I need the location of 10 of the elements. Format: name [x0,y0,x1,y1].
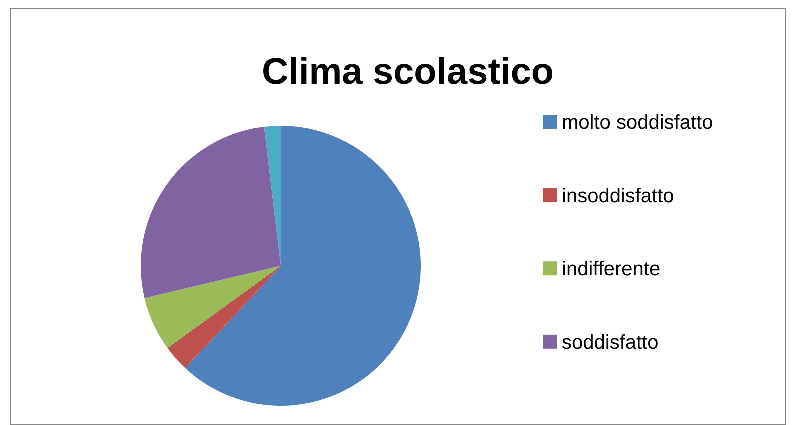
chart-title: Clima scolastico [262,51,554,92]
pie-slice [141,126,281,298]
legend-label: soddisfatto [562,332,659,354]
legend-label: indifferente [562,258,661,281]
legend-label: molto soddisfatto [562,112,714,134]
legend-label: insoddisfatto [562,185,674,208]
pie-slice [144,266,281,348]
pie-slice [185,126,421,406]
pie-slice [168,266,281,368]
pie-slice [264,126,281,266]
